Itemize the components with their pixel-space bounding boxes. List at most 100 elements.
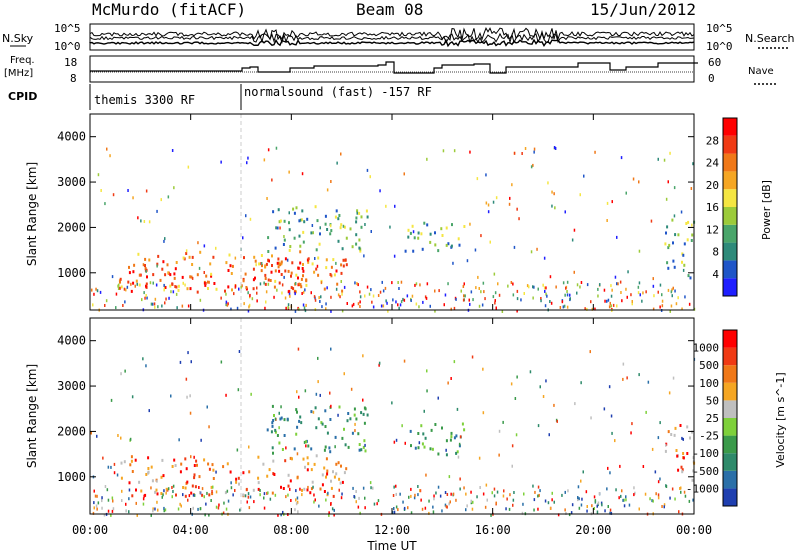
echo-pixel [323, 448, 326, 452]
echo-pixel [329, 418, 332, 421]
echo-pixel [211, 489, 213, 493]
echo-pixel [323, 287, 326, 291]
echo-pixel [247, 492, 250, 496]
echo-pixel [545, 292, 547, 296]
echo-pixel [364, 443, 366, 447]
echo-pixel [676, 454, 679, 458]
echo-pixel [360, 448, 363, 452]
echo-pixel [655, 492, 657, 496]
echo-pixel [377, 499, 380, 503]
echo-pixel [455, 498, 457, 502]
echo-pixel [247, 495, 250, 499]
echo-pixel [449, 500, 451, 504]
echo-pixel [93, 489, 95, 493]
echo-pixel [668, 391, 671, 395]
echo-pixel [664, 449, 667, 453]
echo-pixel [257, 455, 260, 459]
echo-pixel [516, 297, 519, 301]
echo-pixel [397, 281, 399, 284]
echo-pixel [177, 507, 180, 511]
echo-pixel [450, 244, 453, 248]
echo-pixel [229, 470, 232, 474]
echo-pixel [329, 450, 332, 454]
echo-pixel [432, 510, 435, 514]
echo-pixel [324, 409, 327, 413]
echo-pixel [319, 226, 321, 230]
echo-pixel [265, 262, 268, 266]
echo-pixel [204, 513, 206, 517]
echo-pixel [274, 269, 277, 273]
echo-pixel [651, 499, 653, 503]
echo-pixel [345, 467, 348, 471]
echo-pixel [336, 282, 339, 286]
echo-pixel [447, 282, 449, 286]
echo-pixel [372, 294, 375, 298]
echo-pixel [355, 216, 358, 220]
echo-pixel [246, 500, 248, 504]
echo-pixel [212, 255, 215, 259]
echo-pixel [137, 216, 139, 220]
echo-pixel [249, 495, 252, 499]
echo-pixel [153, 302, 156, 306]
echo-pixel [257, 476, 260, 480]
echo-pixel [461, 422, 464, 426]
echo-pixel [359, 295, 362, 299]
echo-pixel [163, 506, 165, 510]
echo-pixel [231, 288, 233, 292]
echo-pixel [260, 254, 263, 257]
echo-pixel [300, 421, 303, 425]
echo-pixel [450, 435, 453, 439]
echo-pixel [444, 491, 447, 494]
echo-pixel [313, 500, 315, 504]
echo-pixel [315, 426, 318, 430]
echo-pixel [683, 242, 686, 246]
echo-pixel [453, 436, 456, 440]
echo-pixel [163, 239, 165, 243]
echo-pixel [234, 256, 237, 260]
echo-pixel [318, 504, 320, 508]
echo-pixel [278, 281, 281, 285]
colorbar-tick-label: -1000 [686, 482, 719, 495]
echo-pixel [271, 264, 273, 267]
echo-pixel [596, 510, 599, 514]
echo-pixel [279, 263, 282, 267]
echo-pixel [188, 255, 191, 259]
echo-pixel [606, 299, 608, 303]
echo-pixel [275, 146, 278, 150]
echo-pixel [426, 389, 428, 393]
echo-pixel [138, 283, 141, 287]
echo-pixel [511, 444, 514, 448]
echo-pixel [407, 228, 410, 232]
echo-pixel [344, 258, 347, 262]
echo-pixel [631, 302, 633, 306]
echo-pixel [641, 299, 643, 303]
echo-pixel [447, 381, 449, 385]
echo-pixel [670, 290, 673, 294]
echo-pixel [267, 278, 270, 282]
echo-pixel [462, 298, 465, 302]
echo-pixel [267, 282, 270, 286]
echo-pixel [480, 290, 482, 294]
echo-pixel [187, 498, 189, 502]
echo-pixel [325, 475, 327, 479]
echo-pixel [305, 440, 307, 444]
echo-pixel [238, 482, 240, 486]
echo-pixel [445, 448, 447, 452]
echo-pixel [453, 149, 456, 153]
echo-pixel [125, 288, 127, 292]
echo-pixel [584, 307, 586, 311]
echo-pixel [288, 228, 291, 232]
echo-pixel [289, 479, 292, 483]
echo-pixel [330, 265, 333, 269]
echo-pixel [307, 257, 310, 261]
echo-pixel [320, 421, 323, 425]
echo-pixel [429, 232, 432, 236]
echo-pixel [404, 441, 406, 445]
echo-pixel [274, 430, 277, 434]
echo-pixel [248, 470, 251, 474]
freq-label: Freq. [10, 55, 35, 66]
echo-pixel [267, 258, 270, 262]
echo-pixel [321, 483, 324, 487]
echo-pixel [170, 394, 172, 398]
